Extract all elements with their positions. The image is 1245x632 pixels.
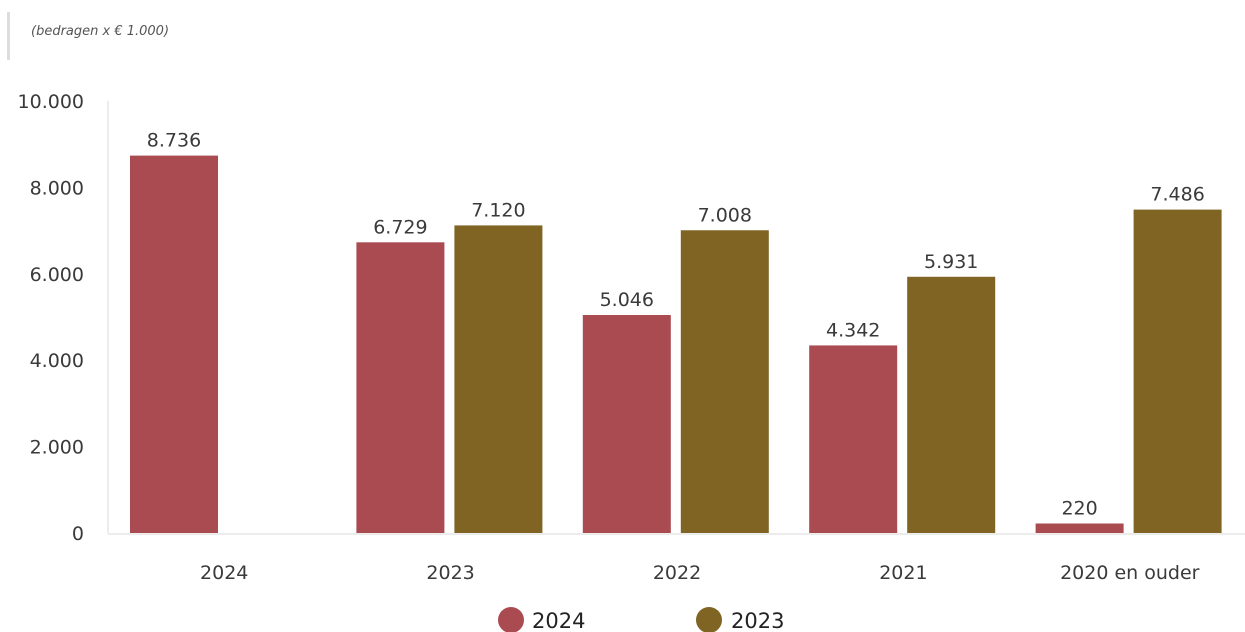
y-tick-label: 6.000 (30, 264, 84, 286)
chart-subtitle: (bedragen x € 1.000) (31, 24, 170, 39)
bar-2024-2022 (582, 315, 671, 533)
y-tick-label: 10.000 (18, 91, 84, 113)
y-tick-label: 4.000 (30, 350, 84, 372)
legend-label-2024: 2024 (532, 609, 585, 632)
data-label: 7.008 (698, 204, 752, 226)
data-label: 6.729 (373, 216, 427, 238)
data-label: 8.736 (147, 130, 201, 152)
bar-2024-2024 (130, 155, 218, 533)
legend-label-2023: 2023 (731, 609, 784, 632)
x-tick-label: 2020 en ouder (1060, 562, 1200, 584)
data-label: 220 (1061, 497, 1097, 519)
data-label: 5.931 (924, 251, 978, 273)
y-tick-label: 2.000 (30, 437, 84, 459)
bar-2023-2020-en-ouder (1133, 209, 1222, 533)
legend-marker-2023 (696, 607, 722, 632)
subtitle-accent-bar (7, 12, 10, 60)
legend-marker-2024 (498, 607, 524, 632)
x-tick-label: 2022 (653, 562, 701, 584)
bar-2024-2020-en-ouder (1035, 523, 1124, 533)
x-tick-label: 2024 (200, 562, 248, 584)
bar-2024-2021 (809, 345, 898, 533)
data-label: 5.046 (600, 289, 654, 311)
x-tick-label: 2023 (426, 562, 474, 584)
x-tick-label: 2021 (879, 562, 927, 584)
bar-2023-2022 (680, 230, 769, 533)
bar-2023-2023 (454, 225, 543, 533)
data-label: 7.486 (1150, 184, 1204, 206)
y-tick-label: 0 (72, 523, 84, 545)
bar-2023-2021 (907, 276, 996, 533)
bar-2024-2023 (356, 242, 445, 534)
data-label: 4.342 (826, 319, 880, 341)
data-label: 7.120 (471, 199, 525, 221)
y-tick-label: 8.000 (30, 177, 84, 199)
